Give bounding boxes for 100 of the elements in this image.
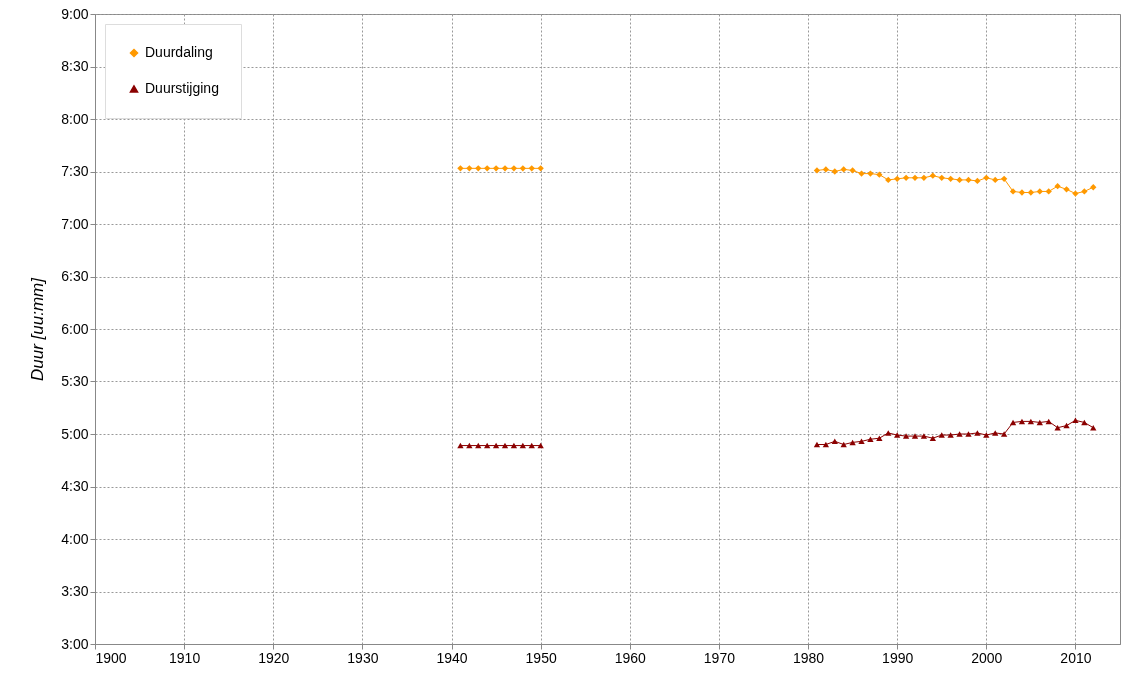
point xyxy=(911,433,919,439)
point xyxy=(938,174,945,181)
point xyxy=(983,174,990,181)
point xyxy=(947,432,954,438)
point xyxy=(956,431,963,437)
point xyxy=(849,167,856,174)
x-tick-label: 1910 xyxy=(169,649,201,666)
point xyxy=(1063,186,1070,193)
point xyxy=(858,438,865,445)
y-tick-label: 4:30 xyxy=(61,478,89,494)
point xyxy=(501,165,509,172)
point xyxy=(956,176,963,184)
point xyxy=(885,430,892,436)
point xyxy=(867,170,874,177)
point xyxy=(902,174,910,181)
x-tick-label: 1900 xyxy=(95,649,127,666)
point xyxy=(813,441,821,448)
x-tick-label: 1960 xyxy=(614,649,647,666)
point xyxy=(1000,431,1008,437)
point xyxy=(876,171,883,178)
point xyxy=(894,432,901,438)
point xyxy=(1081,419,1088,426)
point xyxy=(501,442,509,449)
y-tick-label: 7:30 xyxy=(61,163,89,179)
point xyxy=(1045,188,1052,195)
point xyxy=(510,165,518,172)
point xyxy=(1009,419,1017,426)
point xyxy=(822,441,830,448)
point xyxy=(894,175,901,183)
point xyxy=(519,442,526,449)
y-tick-label: 4:00 xyxy=(61,530,89,547)
y-tick-label: 6:30 xyxy=(61,268,89,284)
point xyxy=(938,432,945,438)
point xyxy=(1036,419,1043,426)
point xyxy=(840,166,847,173)
y-tick-label: 3:30 xyxy=(61,583,89,599)
point xyxy=(992,430,999,436)
point xyxy=(929,172,936,179)
point xyxy=(920,174,928,181)
y-tick-label: 8:30 xyxy=(61,58,89,74)
point xyxy=(974,177,981,185)
point xyxy=(947,175,954,183)
x-tick-label: 1920 xyxy=(258,649,290,666)
y-tick-label: 9:00 xyxy=(61,5,89,22)
point xyxy=(537,165,544,172)
y-tick-label: 3:00 xyxy=(61,635,89,652)
point xyxy=(831,438,838,445)
point xyxy=(457,442,464,449)
point xyxy=(902,433,910,439)
x-tick-label: 2000 xyxy=(971,649,1003,666)
point xyxy=(822,166,830,173)
point xyxy=(911,174,919,181)
point xyxy=(929,435,936,441)
point xyxy=(965,176,972,184)
point xyxy=(1009,188,1017,195)
point xyxy=(457,165,464,172)
y-tick-label: 8:00 xyxy=(61,110,89,127)
point xyxy=(813,167,821,174)
point xyxy=(528,165,535,172)
point xyxy=(876,435,883,441)
point xyxy=(1045,418,1052,425)
x-tick-label: 1990 xyxy=(882,649,914,666)
point xyxy=(1054,183,1061,190)
point xyxy=(1018,189,1026,196)
point xyxy=(1000,175,1008,183)
point xyxy=(831,168,838,175)
point xyxy=(983,432,990,438)
point xyxy=(1036,188,1043,195)
y-tick-label: 7:00 xyxy=(61,215,89,232)
point xyxy=(1018,418,1026,425)
y-tick-label: 5:00 xyxy=(61,425,89,442)
x-tick-label: 1930 xyxy=(347,649,379,666)
point xyxy=(492,165,500,172)
point xyxy=(1027,189,1035,196)
point xyxy=(858,170,865,177)
x-tick-label: 1950 xyxy=(525,649,557,666)
point xyxy=(1072,417,1079,424)
point xyxy=(1072,190,1079,197)
point xyxy=(484,442,491,449)
point xyxy=(965,431,972,437)
y-tick-label: 6:00 xyxy=(61,320,89,337)
point xyxy=(475,165,482,172)
y-axis-title: Duur [uu:mm] xyxy=(28,276,48,381)
legend-label: Duurstijging xyxy=(145,80,219,96)
point xyxy=(1081,188,1088,195)
point xyxy=(484,165,491,172)
point xyxy=(992,176,999,184)
x-tick-label: 2010 xyxy=(1060,649,1092,666)
point xyxy=(920,433,928,439)
point xyxy=(1027,418,1035,425)
point xyxy=(885,176,892,184)
legend-label: Duurdaling xyxy=(145,44,213,60)
y-tick-label: 5:30 xyxy=(61,373,89,389)
point xyxy=(974,430,981,436)
x-tick-label: 1980 xyxy=(792,649,825,666)
point xyxy=(1090,184,1097,191)
point xyxy=(519,165,526,172)
x-tick-label: 1940 xyxy=(436,649,468,666)
point xyxy=(867,436,874,442)
point xyxy=(849,439,856,446)
